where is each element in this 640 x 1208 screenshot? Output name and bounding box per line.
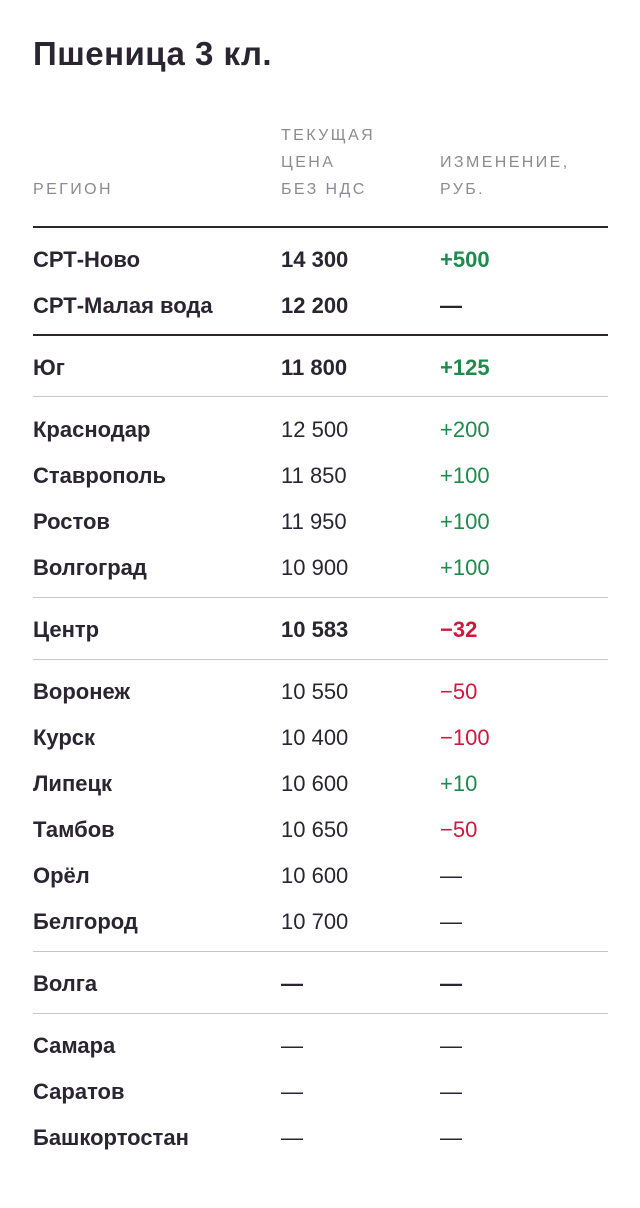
table-row: Волга — — — [0, 969, 640, 999]
table-row: Башкортостан — — — [0, 1123, 640, 1153]
table-row: Ставрополь 11 850 +100 — [0, 461, 640, 491]
change-cell: +100 — [440, 509, 490, 534]
region-cell: Липецк — [33, 771, 113, 796]
price-cell: 10 550 — [281, 679, 349, 704]
region-cell: СРТ-Малая вода — [33, 293, 213, 318]
table-row: СРТ-Ново 14 300 +500 — [0, 245, 640, 275]
section-divider-center — [33, 597, 608, 598]
region-cell: СРТ-Ново — [33, 247, 141, 272]
change-cell: −100 — [440, 725, 490, 750]
region-cell: Юг — [33, 355, 65, 380]
price-cell: 10 900 — [281, 555, 349, 580]
price-cell: 10 600 — [281, 771, 349, 796]
table-row: Ростов 11 950 +100 — [0, 507, 640, 537]
price-cell: — — [281, 1125, 303, 1150]
group-divider-center — [33, 659, 608, 660]
header-price-line2: ЦЕНА — [281, 154, 336, 171]
region-cell: Краснодар — [33, 417, 151, 442]
table-row: Воронеж 10 550 −50 — [0, 677, 640, 707]
change-cell: +125 — [440, 355, 490, 380]
change-cell: — — [440, 1033, 462, 1058]
region-cell: Саратов — [33, 1079, 125, 1104]
price-cell: 11 950 — [281, 509, 347, 534]
change-cell: −50 — [440, 679, 478, 704]
change-cell: +10 — [440, 771, 478, 796]
change-cell: — — [440, 1125, 462, 1150]
table-row: Саратов — — — [0, 1077, 640, 1107]
price-cell: 10 583 — [281, 617, 349, 642]
section-divider-volga — [33, 951, 608, 952]
table-row: Белгород 10 700 — — [0, 907, 640, 937]
group-divider-south — [33, 396, 608, 397]
price-cell: 12 500 — [281, 417, 349, 442]
region-cell: Белгород — [33, 909, 138, 934]
change-cell: −32 — [440, 617, 478, 642]
price-cell: — — [281, 1079, 303, 1104]
price-cell: 12 200 — [281, 293, 349, 318]
header-region: РЕГИОН — [33, 181, 113, 198]
price-cell: — — [281, 1033, 303, 1058]
change-cell: +100 — [440, 463, 490, 488]
change-cell: — — [440, 1079, 462, 1104]
change-cell: +500 — [440, 247, 490, 272]
change-cell: +200 — [440, 417, 490, 442]
header-price-line3: БЕЗ НДС — [281, 181, 367, 198]
page-title: Пшеница 3 кл. — [33, 35, 273, 72]
header-price: ТЕКУЩАЯ ЦЕНА БЕЗ НДС — [281, 122, 411, 203]
header-change: ИЗМЕНЕНИЕ, РУБ. — [440, 149, 610, 203]
change-cell: — — [440, 971, 462, 996]
change-cell: −50 — [440, 817, 478, 842]
table-row: Тамбов 10 650 −50 — [0, 815, 640, 845]
price-cell: 10 600 — [281, 863, 349, 888]
region-cell: Тамбов — [33, 817, 115, 842]
region-cell: Башкортостан — [33, 1125, 189, 1150]
price-cell: 14 300 — [281, 247, 349, 272]
group-divider-volga — [33, 1013, 608, 1014]
section-divider-south — [33, 334, 608, 336]
price-cell: 11 800 — [281, 355, 348, 380]
region-cell: Ставрополь — [33, 463, 166, 488]
table-row: Курск 10 400 −100 — [0, 723, 640, 753]
header-change-line2: РУБ. — [440, 181, 486, 198]
price-cell: 11 850 — [281, 463, 347, 488]
change-cell: — — [440, 863, 462, 888]
change-cell: — — [440, 909, 462, 934]
table-row: Липецк 10 600 +10 — [0, 769, 640, 799]
price-cell: 10 400 — [281, 725, 349, 750]
region-cell: Волгоград — [33, 555, 147, 580]
table-row: Самара — — — [0, 1031, 640, 1061]
table-row: Центр 10 583 −32 — [0, 615, 640, 645]
table-row: Краснодар 12 500 +200 — [0, 415, 640, 445]
region-cell: Центр — [33, 617, 100, 642]
table-row: Юг 11 800 +125 — [0, 353, 640, 383]
region-cell: Ростов — [33, 509, 110, 534]
region-cell: Волга — [33, 971, 98, 996]
header-price-line1: ТЕКУЩАЯ — [281, 127, 376, 144]
region-cell: Орёл — [33, 863, 90, 888]
change-cell: — — [440, 293, 462, 318]
region-cell: Самара — [33, 1033, 116, 1058]
region-cell: Курск — [33, 725, 96, 750]
region-cell: Воронеж — [33, 679, 131, 704]
price-cell: — — [281, 971, 303, 996]
change-cell: +100 — [440, 555, 490, 580]
price-cell: 10 650 — [281, 817, 349, 842]
price-cell: 10 700 — [281, 909, 349, 934]
header-change-line1: ИЗМЕНЕНИЕ, — [440, 154, 570, 171]
table-row: Волгоград 10 900 +100 — [0, 553, 640, 583]
table-row: СРТ-Малая вода 12 200 — — [0, 291, 640, 321]
header-divider — [33, 226, 608, 228]
table-row: Орёл 10 600 — — [0, 861, 640, 891]
